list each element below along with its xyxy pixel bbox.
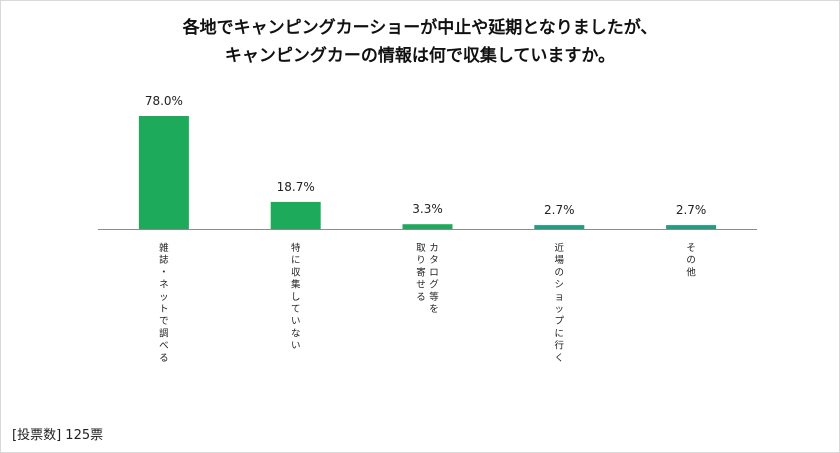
vote-count-value: 125票	[65, 428, 104, 443]
category-label: その他	[686, 243, 696, 278]
category-label: 特に収集していない	[291, 242, 301, 352]
bar	[270, 201, 321, 229]
chart-title: 各地でキャンピングカーショーが中止や延期となりましたが、 キャンピングカーの情報…	[0, 14, 840, 70]
data-label: 2.7%	[676, 203, 707, 217]
data-label: 18.7%	[277, 180, 315, 194]
vote-count: [投票数] 125票	[12, 424, 103, 443]
bar	[534, 225, 585, 229]
chart-title-line-2: キャンピングカーの情報は何で収集していますか。	[224, 46, 616, 66]
category-label: カタログ等を取り寄せる	[416, 243, 439, 315]
bar	[138, 116, 189, 229]
bar	[402, 224, 453, 229]
data-label: 3.3%	[412, 202, 443, 216]
chart-title-line-1: 各地でキャンピングカーショーが中止や延期となりましたが、	[182, 18, 658, 38]
category-label: 近場のショップに行く	[555, 242, 565, 364]
data-label: 2.7%	[544, 203, 575, 217]
data-label: 78.0%	[145, 94, 183, 108]
bar	[666, 225, 717, 229]
vote-count-label: [投票数]	[12, 428, 62, 443]
category-label: 雑誌・ネットで調べる	[159, 242, 169, 364]
